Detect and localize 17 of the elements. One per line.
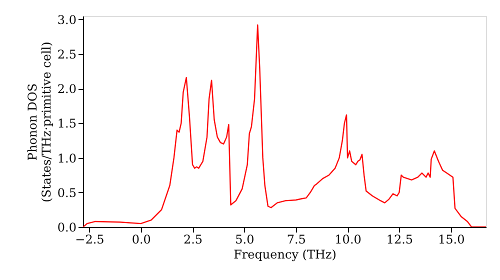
y-tick-label: 1.5 bbox=[57, 116, 76, 131]
x-tick-label: 15.0 bbox=[438, 232, 465, 246]
y-tick-label: 0.5 bbox=[57, 186, 76, 200]
y-tick-label: 0.0 bbox=[57, 220, 76, 234]
y-tick-label: 2.0 bbox=[57, 82, 76, 96]
x-tick-label: −2.5 bbox=[75, 232, 104, 246]
x-tick-label: 7.5 bbox=[286, 232, 306, 246]
x-axis-title: Frequency (THz) bbox=[234, 248, 336, 262]
y-tick-label: 3.0 bbox=[57, 12, 76, 27]
x-tick-label: 10.0 bbox=[334, 232, 362, 246]
x-tick-label: 2.5 bbox=[183, 232, 203, 246]
y-tick-label: 1.0 bbox=[57, 151, 76, 166]
x-tick-label: 5.0 bbox=[235, 232, 254, 246]
y-tick-label: 2.5 bbox=[57, 48, 76, 62]
y-axis-title: Phonon DOS (States/THz·primitive cell) bbox=[25, 42, 54, 202]
x-tick-label: 12.5 bbox=[386, 232, 414, 246]
x-tick-label: 0.0 bbox=[132, 232, 151, 246]
